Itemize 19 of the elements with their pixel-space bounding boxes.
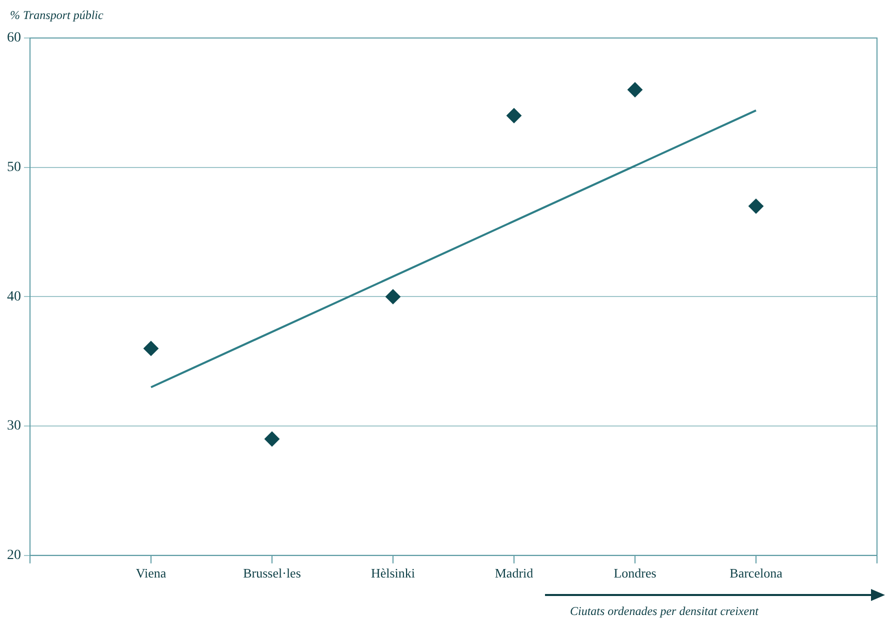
y-tick-label: 30: [7, 418, 21, 434]
y-tick-label: 40: [7, 289, 21, 304]
x-tick-label: Viena: [136, 566, 166, 581]
x-tick-label: Madrid: [494, 566, 534, 581]
point: [506, 108, 522, 124]
x-tick-label: Londres: [614, 566, 656, 581]
x-axis-title: Ciutats ordenades per densitat creixent: [570, 604, 758, 618]
point: [386, 289, 400, 304]
x-tick-label: Hèlsinki: [370, 566, 416, 581]
x-tick-label: Barcelona: [730, 566, 783, 581]
point: [628, 82, 642, 98]
x-tick-label: Brussel·les: [243, 566, 301, 581]
point: [264, 431, 280, 446]
point: [144, 340, 158, 356]
y-tick-label: 60: [7, 30, 21, 46]
y-tick-label: 20: [7, 548, 21, 564]
y-axis-title: % Transport públic: [10, 8, 104, 23]
y-tick-label: 50: [7, 160, 21, 176]
point: [748, 198, 764, 214]
